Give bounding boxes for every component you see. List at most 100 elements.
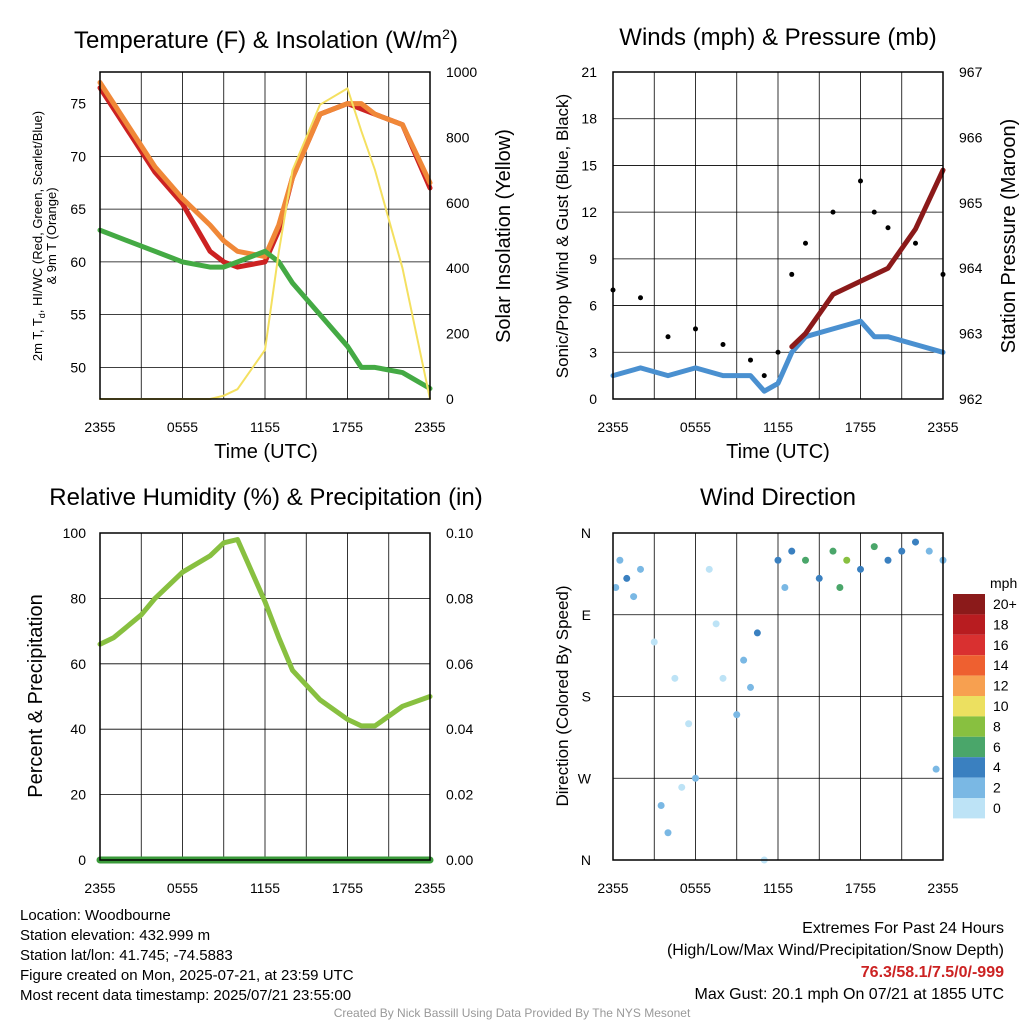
y-tick-label: 9: [589, 251, 597, 267]
direction-point: [712, 620, 720, 628]
extremes-values: 76.3/58.1/7.5/0/-999: [860, 964, 1004, 981]
gust-point: [665, 334, 671, 340]
y-tick-label: 964: [959, 260, 983, 276]
legend-label: 12: [993, 678, 1009, 694]
y-tick-label: 0: [78, 852, 86, 868]
created-text: Figure created on Mon, 2025-07-21, at 23…: [20, 967, 354, 984]
y-tick-label: 965: [959, 195, 983, 211]
direction-point: [719, 674, 727, 682]
x-tick-label: 1155: [763, 419, 793, 435]
direction-point: [884, 556, 892, 564]
direction-point: [740, 656, 748, 664]
legend-swatch: [953, 716, 985, 737]
legend-label: 18: [993, 616, 1009, 632]
humidity-frame: [99, 532, 431, 861]
y-tick-label: 50: [70, 359, 86, 375]
y-tick-label: 75: [70, 96, 86, 112]
temperature-y-label-line1: 2m T, Td, HI/WC (Red, Green, Scarlet/Blu…: [30, 111, 47, 361]
y-tick-label: 963: [959, 326, 983, 342]
legend-swatch: [953, 798, 985, 819]
wind-frame: [612, 71, 944, 400]
legend-swatch: [953, 614, 985, 635]
y-tick-label: 600: [446, 195, 470, 211]
direction-y-label: Direction (Colored By Speed): [553, 585, 572, 806]
gust-point: [885, 225, 891, 231]
legend-swatch: [953, 696, 985, 717]
y-tick-label: 1000: [446, 64, 477, 80]
extremes-block: Extremes For Past 24 Hours (High/Low/Max…: [667, 918, 1004, 1006]
direction-point: [671, 674, 679, 682]
insolation-y-label: Solar Insolation (Yellow): [493, 129, 515, 343]
x-tick-label: 2355: [414, 419, 445, 435]
wind-title: Winds (mph) & Pressure (mb): [619, 24, 936, 51]
y-tick-label: 60: [70, 656, 86, 672]
legend-swatch: [953, 655, 985, 676]
series-line-wind: [610, 318, 946, 394]
direction-point: [612, 584, 620, 591]
gust-point: [789, 271, 795, 277]
legend-swatch: [953, 675, 985, 696]
direction-point: [788, 547, 796, 555]
direction-point: [836, 584, 844, 591]
x-tick-label: 1755: [332, 419, 363, 435]
x-tick-label: 2355: [927, 419, 958, 435]
humidity-y-ticks: 0 20 40 60 80 100: [63, 525, 87, 868]
x-tick-label: 2355: [597, 880, 628, 896]
y-tick-label: 18: [581, 111, 597, 127]
direction-series: [612, 538, 947, 864]
y-tick-label: 100: [63, 525, 87, 541]
x-tick-label: 2355: [927, 880, 958, 896]
x-tick-label: 0555: [167, 880, 198, 896]
x-tick-label: 2355: [414, 880, 445, 896]
humidity-y-label: Percent & Precipitation: [25, 594, 47, 797]
gust-point: [830, 209, 836, 215]
extremes-legend: (High/Low/Max Wind/Precipitation/Snow De…: [666, 942, 1004, 959]
humidity-title: Relative Humidity (%) & Precipitation (i…: [49, 484, 482, 511]
gust-point: [720, 342, 726, 347]
direction-point: [912, 538, 919, 546]
latlon-text: Station lat/lon: 41.745; -74.5883: [20, 947, 233, 964]
temperature-title: Temperature (F) & Insolation (W/m2): [74, 26, 458, 54]
speed-legend: 20+ 18 16 14 12 10 8 6 4 2 0: [953, 594, 1017, 819]
direction-point: [637, 565, 644, 573]
y-tick-label: 40: [70, 721, 86, 737]
direction-point: [747, 683, 754, 691]
precip-y-ticks: 0.00 0.02 0.04 0.06 0.08 0.10: [446, 525, 473, 868]
humidity-x-ticks: 2355 0555 1155 1755 2355: [84, 880, 445, 896]
legend-label: 6: [993, 739, 1001, 755]
legend-label: 20+: [993, 596, 1017, 612]
humidity-grid: [100, 533, 430, 860]
series-line-station-pressure: [789, 167, 946, 350]
direction-y-ticks: N E S W N: [578, 525, 592, 868]
gust-point: [638, 295, 643, 301]
y-tick-label: 0: [446, 391, 454, 407]
y-tick-label: 200: [446, 326, 470, 342]
y-tick-label: 0.02: [446, 787, 473, 803]
series-line-9m-t: [97, 80, 433, 260]
direction-point: [932, 765, 940, 773]
direction-point: [630, 593, 638, 601]
y-tick-label: 60: [70, 254, 86, 270]
legend-swatch: [953, 736, 985, 758]
gust-point: [858, 178, 863, 184]
x-tick-label: 1755: [845, 880, 876, 896]
direction-point: [678, 783, 686, 791]
gust-point: [748, 357, 753, 363]
direction-point: [664, 829, 672, 837]
series-line-td: [97, 227, 433, 391]
temperature-panel: Temperature (F) & Insolation (W/m2) 50 55…: [30, 26, 515, 463]
y-tick-label: 967: [959, 64, 983, 80]
direction-point: [692, 774, 699, 782]
direction-point: [815, 574, 823, 582]
x-tick-label: 1155: [250, 880, 280, 896]
direction-point: [753, 629, 761, 637]
legend-swatch: [953, 777, 985, 798]
elevation-text: Station elevation: 432.999 m: [20, 927, 211, 944]
legend-label: 8: [993, 718, 1001, 734]
temperature-grid: [100, 72, 430, 399]
direction-frame: [612, 532, 944, 861]
direction-point: [623, 574, 631, 582]
y-tick-label: 6: [589, 298, 597, 314]
